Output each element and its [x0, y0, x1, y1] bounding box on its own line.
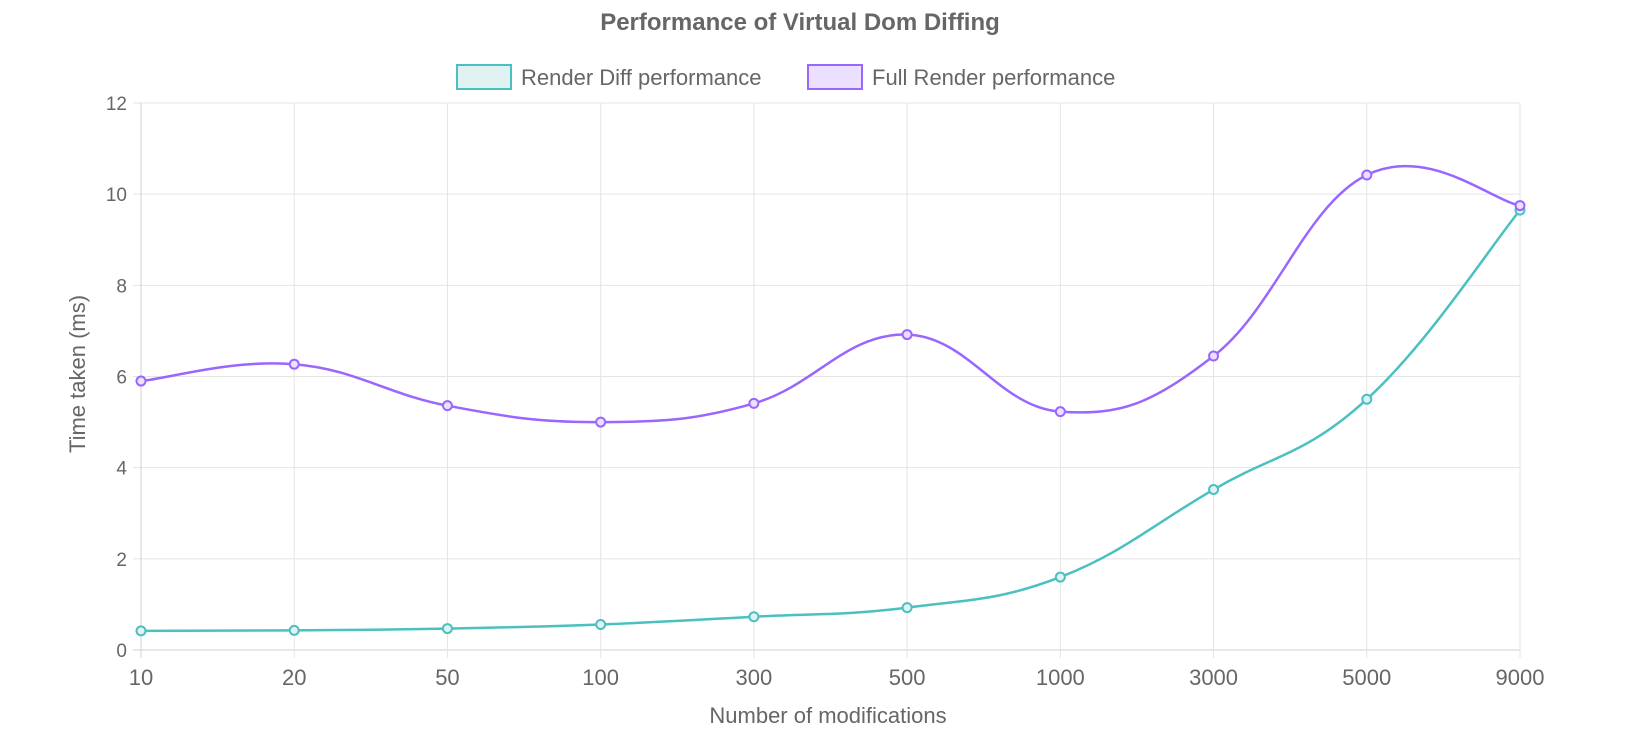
- legend-item-render-diff[interactable]: Render Diff performance: [456, 64, 762, 90]
- x-axis-label: Number of modifications: [709, 703, 946, 728]
- y-axis-ticks: 0 2 4 6 8 10 12: [106, 94, 128, 662]
- data-point-full-render-performance[interactable]: [135, 375, 147, 387]
- data-point-render-diff-performance[interactable]: [135, 625, 147, 637]
- data-point-full-render-performance[interactable]: [748, 397, 760, 409]
- legend[interactable]: Render Diff performance Full Render perf…: [456, 64, 1115, 90]
- y-axis-label: Time taken (ms): [65, 295, 90, 453]
- legend-swatch-render-diff: [456, 64, 512, 90]
- data-point-render-diff-performance[interactable]: [441, 623, 453, 635]
- x-tick-label: 100: [582, 665, 619, 690]
- data-point-full-render-performance[interactable]: [901, 329, 913, 341]
- legend-label-render-diff: Render Diff performance: [521, 65, 762, 90]
- series-line-render-diff-performance: [140, 209, 1521, 633]
- x-tick-label: 1000: [1036, 665, 1085, 690]
- data-point-full-render-performance[interactable]: [441, 400, 453, 412]
- data-point-render-diff-performance[interactable]: [1361, 393, 1373, 405]
- data-point-render-diff-performance[interactable]: [288, 624, 300, 636]
- y-tick-label: 12: [106, 94, 127, 115]
- series-line-full-render-performance: [140, 164, 1521, 424]
- data-point-render-diff-performance[interactable]: [901, 602, 913, 614]
- data-point-render-diff-performance[interactable]: [1208, 484, 1220, 496]
- chart-title: Performance of Virtual Dom Diffing: [600, 9, 1000, 36]
- legend-item-full-render[interactable]: Full Render performance: [807, 64, 1115, 90]
- data-point-full-render-performance[interactable]: [288, 358, 300, 370]
- data-point-full-render-performance[interactable]: [1514, 200, 1526, 212]
- x-tick-label: 10: [129, 665, 153, 690]
- y-tick-label: 10: [106, 185, 127, 206]
- x-tick-label: 50: [435, 665, 459, 690]
- grid: [133, 102, 1521, 658]
- legend-swatch-full-render: [807, 64, 863, 90]
- y-tick-label: 6: [116, 368, 127, 389]
- data-point-full-render-performance[interactable]: [595, 416, 607, 428]
- data-point-full-render-performance[interactable]: [1361, 169, 1373, 181]
- data-point-render-diff-performance[interactable]: [1054, 571, 1066, 583]
- y-tick-label: 8: [116, 276, 127, 297]
- x-tick-label: 300: [736, 665, 773, 690]
- x-tick-label: 9000: [1496, 665, 1545, 690]
- legend-label-full-render: Full Render performance: [872, 65, 1115, 90]
- y-tick-label: 4: [116, 459, 127, 480]
- y-tick-label: 2: [116, 550, 127, 571]
- x-tick-label: 20: [282, 665, 306, 690]
- x-tick-label: 5000: [1342, 665, 1391, 690]
- series-lines: [135, 164, 1526, 637]
- x-tick-label: 500: [889, 665, 926, 690]
- x-axis-ticks: 10 20 50 100 300 500 1000 3000 5000 9000: [129, 665, 1545, 690]
- data-point-full-render-performance[interactable]: [1208, 350, 1220, 362]
- x-tick-label: 3000: [1189, 665, 1238, 690]
- data-point-render-diff-performance[interactable]: [748, 611, 760, 623]
- y-tick-label: 0: [116, 641, 127, 662]
- data-point-render-diff-performance[interactable]: [595, 618, 607, 630]
- data-point-full-render-performance[interactable]: [1054, 406, 1066, 418]
